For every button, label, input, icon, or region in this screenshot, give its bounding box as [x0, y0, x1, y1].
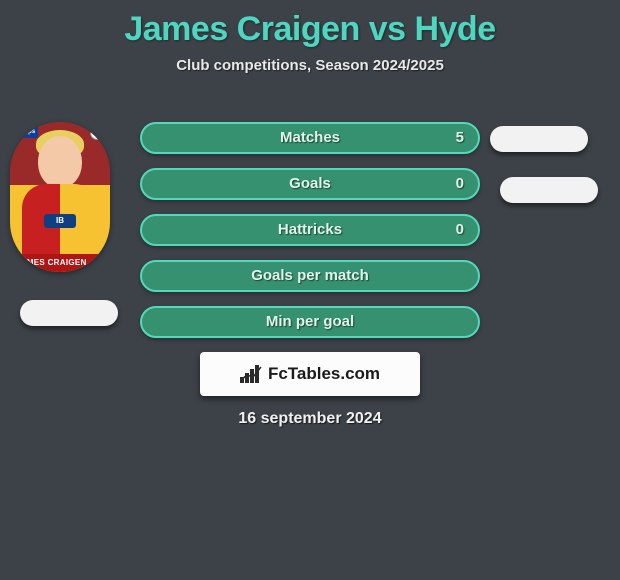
stat-row: Min per goal — [140, 306, 480, 338]
page-title: James Craigen vs Hyde — [0, 0, 620, 49]
avatar-head — [38, 136, 82, 188]
stat-label: Goals — [142, 170, 478, 198]
stat-row: Goals0 — [140, 168, 480, 200]
stats-panel: Matches5Goals0Hattricks0Goals per matchM… — [140, 122, 480, 352]
stat-value: 0 — [456, 216, 464, 244]
stat-value: 0 — [456, 170, 464, 198]
stat-row: Hattricks0 — [140, 214, 480, 246]
stat-label: Matches — [142, 124, 478, 152]
player-namebar: JAMES CRAIGEN — [10, 254, 110, 272]
blank-pill — [500, 177, 598, 203]
player-photo: topps IB JAMES CRAIGEN — [10, 122, 110, 272]
bar-chart-icon — [240, 365, 262, 383]
stat-label: Goals per match — [142, 262, 478, 290]
logo-text: FcTables.com — [268, 364, 380, 384]
blank-pill — [20, 300, 118, 326]
stat-label: Min per goal — [142, 308, 478, 336]
fctables-logo[interactable]: FcTables.com — [200, 352, 420, 396]
stat-value: 5 — [456, 124, 464, 152]
date-text: 16 september 2024 — [0, 410, 620, 428]
stat-label: Hattricks — [142, 216, 478, 244]
stat-row: Matches5 — [140, 122, 480, 154]
page-subtitle: Club competitions, Season 2024/2025 — [0, 57, 620, 74]
club-badge-icon — [90, 126, 104, 140]
blank-pill — [490, 126, 588, 152]
jersey-sponsor: IB — [44, 214, 76, 228]
topps-badge: topps — [16, 126, 38, 138]
stat-row: Goals per match — [140, 260, 480, 292]
